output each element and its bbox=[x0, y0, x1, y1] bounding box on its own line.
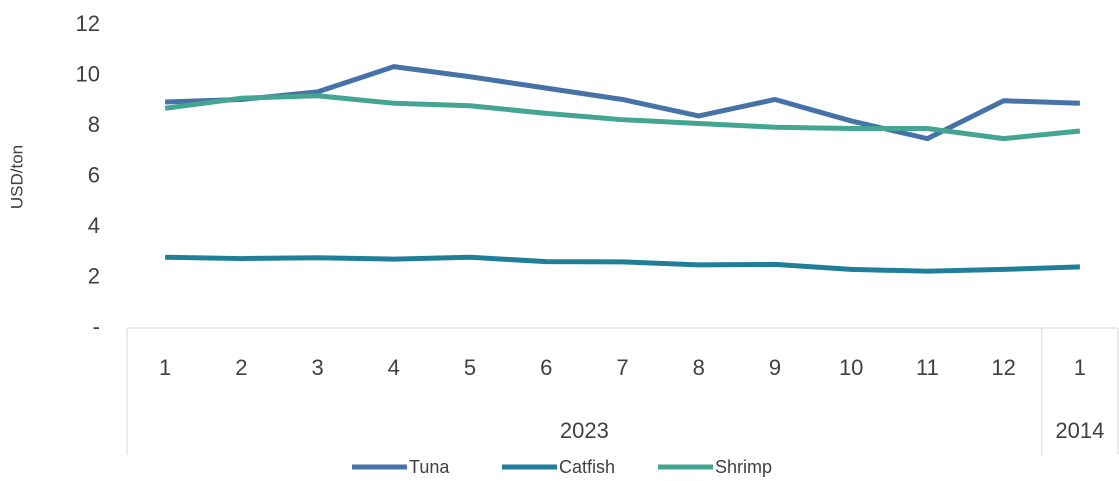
y-tick-label: 2 bbox=[88, 263, 100, 288]
x-tick-label: 9 bbox=[769, 355, 781, 380]
x-tick-label: 1 bbox=[159, 355, 171, 380]
y-tick-label: 12 bbox=[76, 11, 100, 36]
y-tick-label: 10 bbox=[76, 61, 100, 86]
group-label: 2014 bbox=[1055, 418, 1104, 443]
line-series bbox=[165, 254, 1080, 274]
line-series bbox=[165, 64, 1080, 142]
legend-label: Tuna bbox=[409, 457, 450, 477]
x-tick-label: 5 bbox=[464, 355, 476, 380]
x-tick-label: 3 bbox=[311, 355, 323, 380]
x-tick-label: 1 bbox=[1074, 355, 1086, 380]
line-series bbox=[164, 93, 1081, 142]
x-tick-label: 2 bbox=[235, 355, 247, 380]
y-tick-label: 4 bbox=[88, 213, 100, 238]
y-tick-label: 6 bbox=[88, 162, 100, 187]
x-tick-label: 11 bbox=[916, 355, 939, 380]
legend-label: Catfish bbox=[559, 457, 615, 477]
x-tick-label: 6 bbox=[540, 355, 552, 380]
x-tick-label: 8 bbox=[693, 355, 705, 380]
y-axis-label: USD/ton bbox=[7, 145, 26, 209]
group-label: 2023 bbox=[560, 418, 609, 443]
x-tick-label: 10 bbox=[839, 355, 863, 380]
x-tick-label: 12 bbox=[991, 355, 1015, 380]
legend-label: Shrimp bbox=[715, 457, 772, 477]
x-tick-label: 7 bbox=[616, 355, 628, 380]
x-tick-label: 4 bbox=[388, 355, 400, 380]
y-tick-label: - bbox=[93, 314, 100, 339]
y-tick-label: 8 bbox=[88, 112, 100, 137]
